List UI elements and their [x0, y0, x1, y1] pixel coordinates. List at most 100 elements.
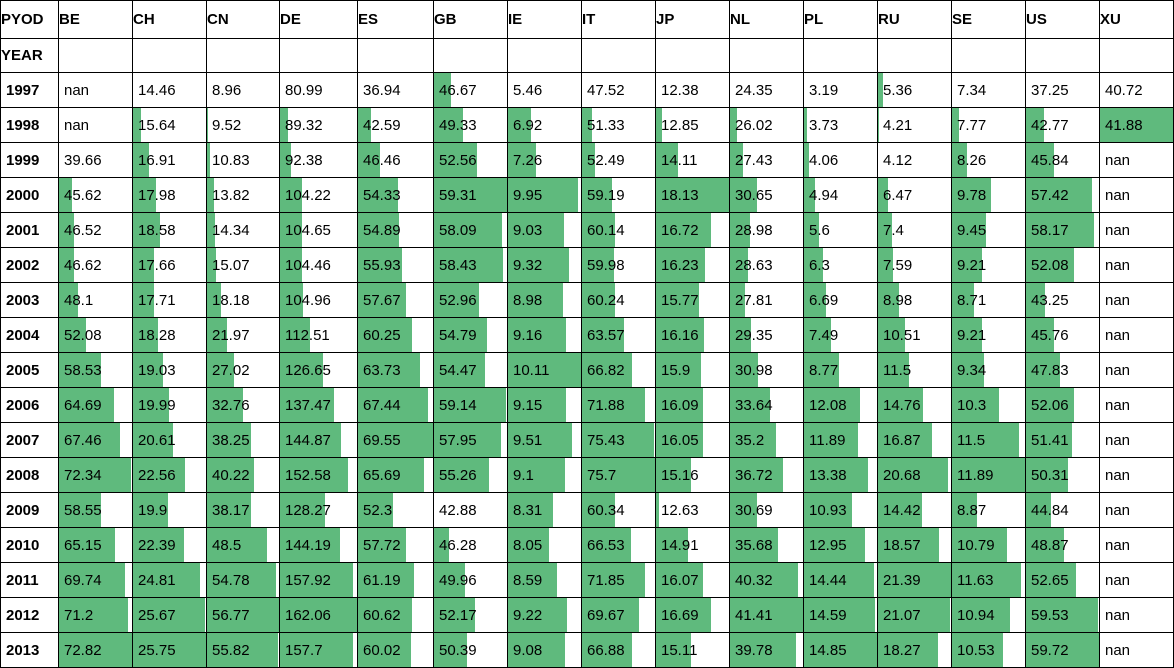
cell-ch: 18.28 — [133, 318, 207, 353]
cell-cn: 38.17 — [207, 493, 280, 528]
cell-value: 66.82 — [582, 362, 625, 379]
cell-value: 30.69 — [730, 502, 773, 519]
cell-be: 48.1 — [59, 283, 133, 318]
cell-value: 20.68 — [878, 467, 921, 484]
cell-cn: 21.97 — [207, 318, 280, 353]
column-header-es: ES — [358, 1, 434, 39]
cell-pl: 13.38 — [804, 458, 878, 493]
cell-value: 9.03 — [508, 222, 542, 239]
cell-pl: 14.44 — [804, 563, 878, 598]
cell-us: 47.83 — [1026, 353, 1100, 388]
cell-de: 152.58 — [280, 458, 358, 493]
year-label: 2010 — [1, 537, 39, 554]
cell-es: 52.3 — [358, 493, 434, 528]
cell-value: 11.89 — [952, 467, 993, 484]
cell-value: 55.93 — [358, 257, 401, 274]
column-header-se: SE — [952, 1, 1026, 39]
cell-nl: 41.41 — [730, 598, 804, 633]
cell-value: 9.22 — [508, 607, 542, 624]
cell-value: 46.52 — [59, 222, 102, 239]
cell-value: 16.07 — [656, 572, 699, 589]
cell-nl: 29.35 — [730, 318, 804, 353]
cell-ie: 9.16 — [508, 318, 582, 353]
cell-value: 8.77 — [804, 362, 838, 379]
cell-us: 57.42 — [1026, 178, 1100, 213]
cell-ie: 9.15 — [508, 388, 582, 423]
cell-pl: 12.95 — [804, 528, 878, 563]
cell-es: 57.67 — [358, 283, 434, 318]
cell-value: 104.22 — [280, 187, 331, 204]
cell-es: 57.72 — [358, 528, 434, 563]
cell-ch: 20.61 — [133, 423, 207, 458]
cell-xu: 40.72 — [1100, 73, 1174, 108]
cell-xu: nan — [1100, 633, 1174, 668]
year-label: 2006 — [1, 397, 39, 414]
cell-ru: 18.27 — [878, 633, 952, 668]
cell-value: 9.32 — [508, 257, 542, 274]
cell-ie: 9.32 — [508, 248, 582, 283]
cell-value: 52.08 — [59, 327, 102, 344]
cell-value: 52.08 — [1026, 257, 1069, 274]
cell-us: 45.76 — [1026, 318, 1100, 353]
cell-value: 50.39 — [434, 642, 477, 659]
cell-it: 59.19 — [582, 178, 656, 213]
cell-value: 51.41 — [1026, 432, 1069, 449]
cell-value: 12.08 — [804, 397, 847, 414]
cell-value: 4.06 — [804, 152, 838, 169]
cell-value: 57.95 — [434, 432, 477, 449]
row-header-year: 2011 — [1, 563, 59, 598]
cell-value: 15.11 — [656, 642, 697, 659]
cell-value: 10.79 — [952, 537, 995, 554]
year-label: 2013 — [1, 642, 39, 659]
cell-value: nan — [59, 82, 89, 99]
cell-ch: 25.75 — [133, 633, 207, 668]
cell-us: 43.25 — [1026, 283, 1100, 318]
index-header-blank — [508, 39, 582, 73]
cell-value: 41.41 — [730, 607, 773, 624]
cell-it: 75.7 — [582, 458, 656, 493]
cell-value: 10.53 — [952, 642, 995, 659]
cell-nl: 30.98 — [730, 353, 804, 388]
cell-value: 46.28 — [434, 537, 477, 554]
year-label: 2012 — [1, 607, 39, 624]
cell-value: 59.72 — [1026, 642, 1069, 659]
index-header-blank — [280, 39, 358, 73]
year-label: 2003 — [1, 292, 39, 309]
cell-value: 25.67 — [133, 607, 176, 624]
cell-de: 157.92 — [280, 563, 358, 598]
cell-us: 52.08 — [1026, 248, 1100, 283]
cell-ru: 4.12 — [878, 143, 952, 178]
cell-es: 63.73 — [358, 353, 434, 388]
cell-value: 54.89 — [358, 222, 401, 239]
cell-value: 27.02 — [207, 362, 250, 379]
cell-cn: 13.82 — [207, 178, 280, 213]
cell-it: 60.24 — [582, 283, 656, 318]
cell-se: 7.77 — [952, 108, 1026, 143]
cell-value: 15.9 — [656, 362, 690, 379]
cell-ch: 22.39 — [133, 528, 207, 563]
cell-ch: 17.98 — [133, 178, 207, 213]
cell-xu: nan — [1100, 318, 1174, 353]
cell-value: 17.98 — [133, 187, 176, 204]
cell-value: 20.61 — [133, 432, 176, 449]
cell-value: 28.63 — [730, 257, 773, 274]
cell-value: 15.64 — [133, 117, 176, 134]
cell-de: 104.65 — [280, 213, 358, 248]
cell-gb: 55.26 — [434, 458, 508, 493]
cell-nl: 27.43 — [730, 143, 804, 178]
cell-xu: nan — [1100, 563, 1174, 598]
cell-value: 49.33 — [434, 117, 477, 134]
cell-value: 42.88 — [434, 502, 477, 519]
cell-value: 137.47 — [280, 397, 331, 414]
cell-value: 30.65 — [730, 187, 773, 204]
cell-value: 48.1 — [59, 292, 93, 309]
cell-value: 10.94 — [952, 607, 995, 624]
cell-gb: 59.14 — [434, 388, 508, 423]
cell-value: 36.94 — [358, 82, 401, 99]
cell-gb: 49.33 — [434, 108, 508, 143]
cell-value: 7.34 — [952, 82, 986, 99]
